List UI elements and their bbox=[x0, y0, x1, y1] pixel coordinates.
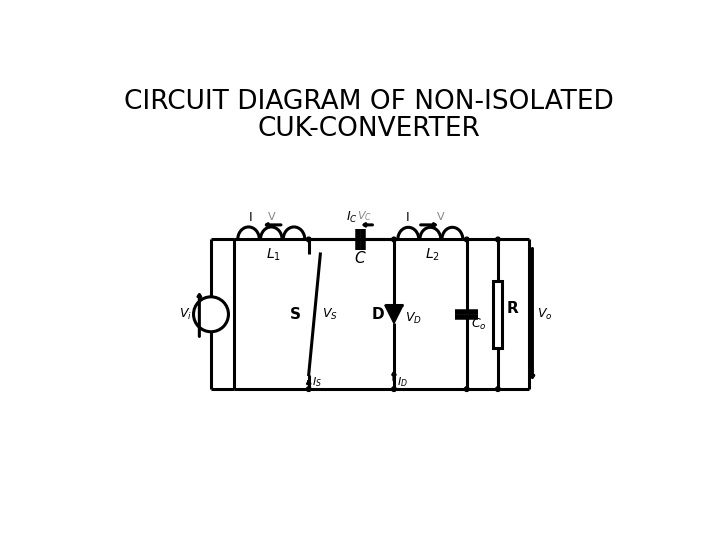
Text: $L_2$: $L_2$ bbox=[425, 247, 440, 264]
Text: $C$: $C$ bbox=[354, 250, 367, 266]
Text: I: I bbox=[405, 211, 409, 224]
Bar bbox=[493, 281, 503, 348]
Text: V: V bbox=[267, 212, 275, 221]
Polygon shape bbox=[384, 305, 403, 323]
Circle shape bbox=[495, 237, 500, 242]
Text: $I_S$: $I_S$ bbox=[312, 375, 322, 389]
Text: $I_D$: $I_D$ bbox=[397, 375, 408, 389]
Text: R: R bbox=[507, 301, 519, 315]
Text: $V_o$: $V_o$ bbox=[536, 307, 552, 322]
Text: S: S bbox=[290, 307, 301, 322]
Text: $L_1$: $L_1$ bbox=[266, 247, 281, 264]
Text: I: I bbox=[248, 211, 252, 224]
Circle shape bbox=[307, 237, 311, 242]
Text: CIRCUIT DIAGRAM OF NON-ISOLATED: CIRCUIT DIAGRAM OF NON-ISOLATED bbox=[124, 89, 614, 115]
Text: V: V bbox=[437, 212, 444, 221]
Circle shape bbox=[464, 387, 469, 392]
Circle shape bbox=[392, 237, 396, 242]
Text: $V_i$: $V_i$ bbox=[179, 307, 192, 322]
Text: CUK-CONVERTER: CUK-CONVERTER bbox=[258, 116, 480, 142]
Text: $V_C$: $V_C$ bbox=[357, 209, 372, 222]
Text: $V_D$: $V_D$ bbox=[405, 311, 422, 326]
Text: $C_o$: $C_o$ bbox=[471, 317, 487, 332]
Circle shape bbox=[464, 237, 469, 242]
Circle shape bbox=[392, 387, 396, 392]
Text: $V_S$: $V_S$ bbox=[322, 307, 338, 322]
Circle shape bbox=[495, 387, 500, 392]
Text: D: D bbox=[372, 307, 384, 322]
Text: $I_C$: $I_C$ bbox=[346, 210, 359, 225]
Circle shape bbox=[307, 387, 311, 392]
